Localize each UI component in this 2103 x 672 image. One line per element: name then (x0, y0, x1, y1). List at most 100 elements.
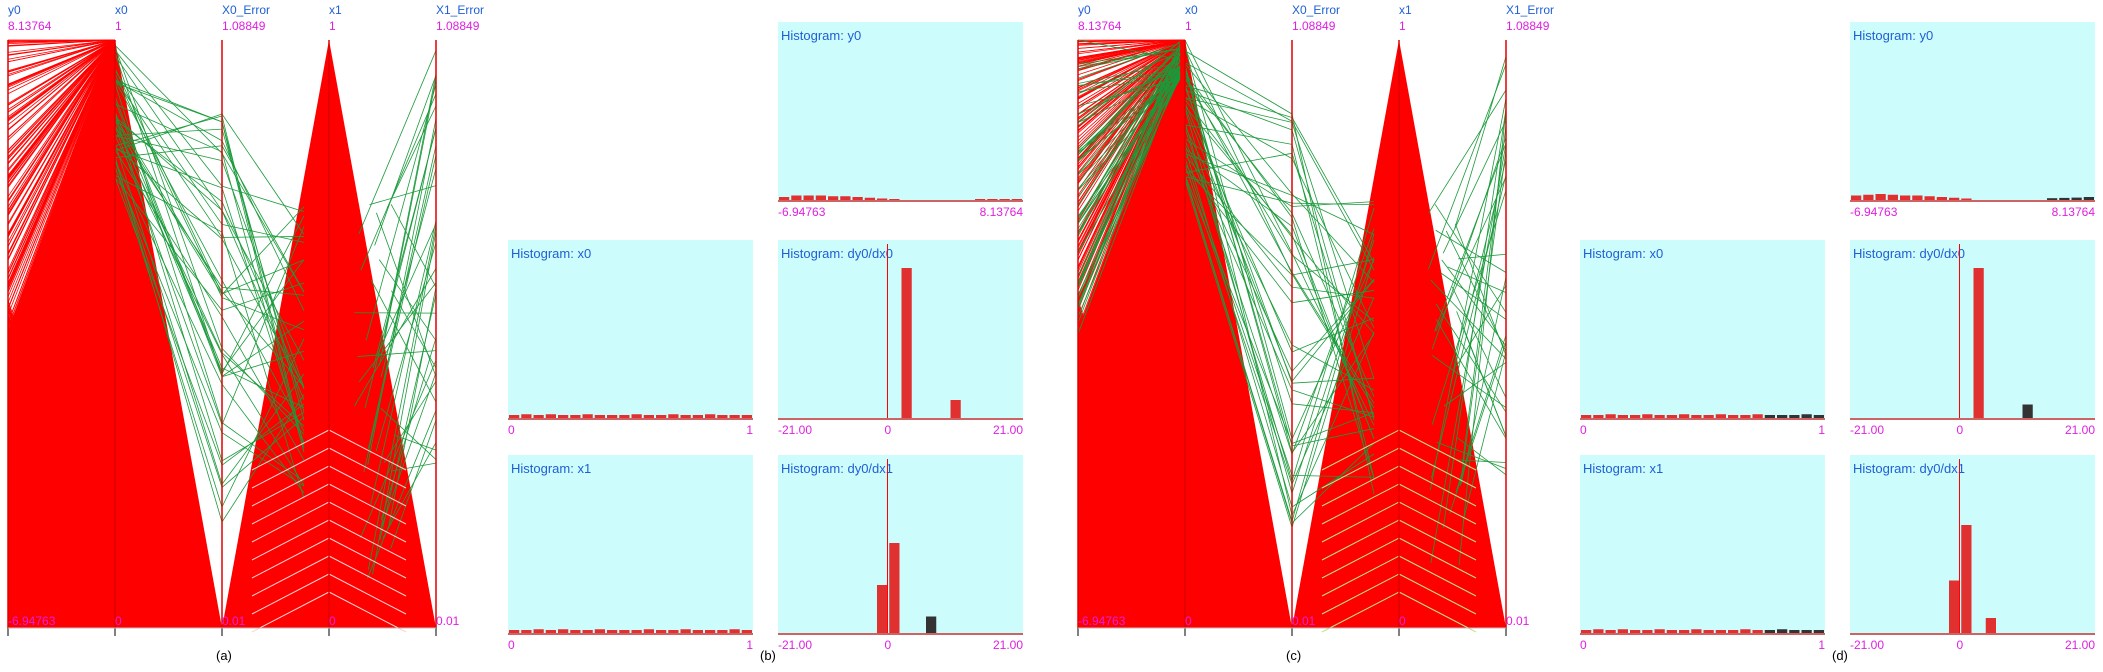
histogram-bar (1740, 415, 1751, 418)
axis-label-x1: x1 (1399, 3, 1412, 17)
histogram-bar (1617, 629, 1628, 633)
polyline-segment (1291, 121, 1375, 271)
polyline-segment (1291, 259, 1375, 440)
histogram-bar (1642, 414, 1653, 418)
polyline-segment (221, 350, 305, 378)
polyline-segment (7, 39, 116, 323)
polyline-segment (1077, 53, 1181, 224)
histogram-title: Histogram: y0 (781, 28, 861, 43)
polyline-segment (378, 259, 437, 341)
histogram-bar (840, 196, 851, 200)
histogram-background (778, 240, 1023, 420)
axis-label-y0: y0 (1078, 3, 1091, 17)
histogram-bar (533, 415, 544, 418)
histogram-panel-b: Histogram: y0 -6.94763 8.13764 Histogram: x… (508, 22, 1023, 663)
polyline-segment (377, 223, 437, 355)
histogram-bar (1813, 415, 1824, 418)
polyline-segment (1077, 39, 1186, 49)
polyline-segment (221, 236, 305, 238)
histogram-bar (1985, 618, 1996, 633)
polyline-segment (7, 39, 116, 178)
polyline-segment (1454, 223, 1507, 356)
polyline-segment (390, 204, 437, 288)
histogram-bar (1789, 630, 1800, 633)
polyline-segment (221, 412, 305, 462)
histogram-bar (1642, 630, 1653, 633)
polyline-segment (1077, 48, 1181, 68)
polyline-segment (1077, 39, 1186, 260)
polyline-segment (1184, 62, 1293, 122)
polyline-segment (1442, 120, 1507, 254)
polyline-segment (1457, 459, 1507, 463)
polyline-segment (374, 75, 437, 246)
histogram-bar (1936, 197, 1947, 200)
polyline-segment (221, 316, 305, 461)
polyline-segment (114, 160, 223, 385)
histogram-bar (791, 195, 802, 200)
axis-label-y0: y0 (8, 3, 21, 17)
histogram-title: Histogram: dy0/dx1 (781, 461, 893, 476)
histogram-bar (1949, 580, 1960, 633)
histogram-bar (570, 415, 581, 418)
histogram-bar (1949, 197, 1960, 200)
histogram-title: Histogram: x0 (1583, 246, 1663, 261)
polyline-segment (383, 73, 437, 339)
polyline-segment (1184, 147, 1293, 508)
polyline-segment (1184, 102, 1293, 353)
polyline-segment (221, 422, 305, 482)
histogram-background (1850, 22, 2095, 202)
axis-max-x1: 1 (1399, 19, 1406, 33)
polyline-segment (221, 259, 305, 295)
histogram-xmax: 21.00 (993, 638, 1023, 652)
histogram-bar (594, 415, 605, 418)
histogram-title: Histogram: x1 (1583, 461, 1663, 476)
polyline-segment (367, 225, 437, 570)
polyline-segment (7, 39, 116, 141)
polyline-segment (1291, 233, 1375, 522)
axis-label-x1_error: X1_Error (1506, 3, 1554, 17)
histogram-bar (558, 415, 569, 418)
histogram-dy0-dx1: Histogram: dy0/dx1 0 -21.00 21.00 (1850, 455, 2095, 652)
histogram-bar (987, 199, 998, 200)
histogram-bar (570, 630, 581, 633)
polyline-segment (1077, 39, 1186, 179)
histogram-bar (631, 414, 642, 418)
histogram-bar (1764, 415, 1775, 418)
panel-caption: (d) (1832, 648, 1848, 663)
histogram-bar (509, 415, 520, 418)
polyline-segment (1462, 125, 1507, 464)
histogram-bar (1764, 630, 1775, 633)
histogram-bar (1740, 629, 1751, 633)
polyline-segment (7, 39, 116, 201)
histogram-xmax: 8.13764 (2052, 205, 2096, 219)
histogram-bar (1752, 414, 1763, 418)
polyline-segment (393, 434, 437, 451)
histogram-bar (1887, 194, 1898, 200)
histogram-bar (668, 630, 679, 633)
polyline-segment (1291, 158, 1375, 328)
histogram-bar (2071, 197, 2082, 200)
axis-min-x1_error: 0.01 (1506, 614, 1530, 628)
polyline-segment (7, 39, 116, 284)
axis-max-x0_error: 1.08849 (1292, 19, 1336, 33)
polyline-segment (114, 79, 223, 123)
histogram-bar (901, 268, 912, 418)
polyline-segment (221, 286, 305, 296)
histogram-xmin: -21.00 (778, 423, 812, 437)
histogram-bar (1630, 630, 1641, 633)
axis-max-y0: 8.13764 (8, 19, 52, 33)
histogram-bar (729, 629, 740, 633)
axis-max-x1_error: 1.08849 (1506, 19, 1550, 33)
histogram-title: Histogram: y0 (1853, 28, 1933, 43)
polyline-segment (221, 226, 305, 425)
polyline-segment (114, 44, 223, 154)
polyline-segment (221, 121, 305, 453)
polyline-segment (1077, 42, 1181, 79)
histogram-bar (1630, 415, 1641, 418)
polyline-segment (221, 280, 305, 432)
polyline-segment (1077, 73, 1181, 93)
polyline-segment (1077, 70, 1181, 176)
histogram-bar (656, 415, 667, 418)
histogram-title: Histogram: x1 (511, 461, 591, 476)
